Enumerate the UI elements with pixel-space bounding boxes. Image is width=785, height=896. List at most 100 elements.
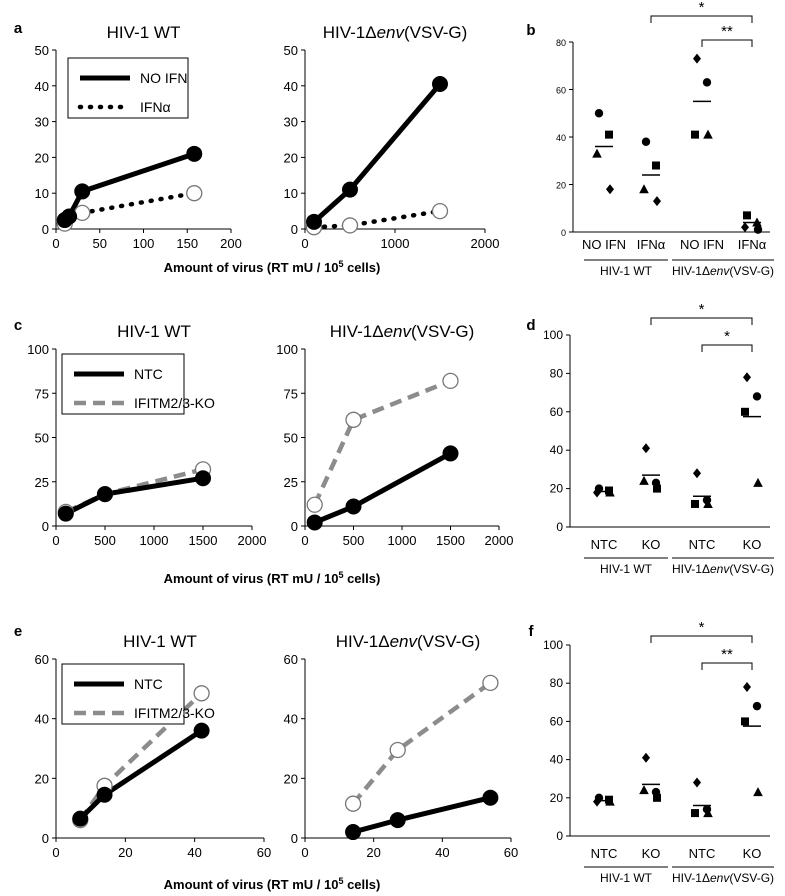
x-tick-label: 1000 (388, 533, 417, 548)
y-tick-label: 20 (284, 771, 298, 786)
data-point (482, 674, 499, 692)
x-tick-label: 500 (343, 533, 365, 548)
y-tick-label: 40 (556, 133, 566, 143)
x-axis-title-part: Amount of virus (RT mU / 10 (164, 571, 339, 586)
data-point-circle (702, 78, 712, 87)
category-label: KO (743, 846, 762, 861)
data-point-diamond (743, 372, 751, 383)
data-point-diamond (741, 222, 749, 233)
y-tick-label: 20 (556, 181, 566, 191)
y-tick-label: 100 (543, 328, 563, 342)
title-part: HIV-1Δ (336, 632, 390, 651)
data-point (442, 372, 459, 390)
title-part: env (390, 632, 419, 651)
data-point-diamond (653, 196, 661, 207)
y-tick-label: 40 (35, 79, 49, 94)
x-tick-label: 1500 (189, 533, 218, 548)
panel-letter: f (529, 623, 535, 640)
data-point (431, 202, 449, 220)
y-tick-label: 60 (284, 652, 298, 667)
data-point (345, 411, 362, 428)
x-axis-title: Amount of virus (RT mU / 105 cells) (164, 259, 381, 275)
chart-title: HIV-1Δenv(VSV-G) (330, 322, 475, 341)
group-label-part: env (710, 871, 730, 885)
data-point (57, 505, 74, 522)
series-line-NTC (352, 795, 491, 835)
chart-title: HIV-1Δenv(VSV-G) (336, 632, 481, 651)
data-point (186, 145, 203, 162)
y-tick-label: 20 (550, 791, 564, 805)
significance-label: ** (721, 646, 733, 663)
significance-label: * (724, 328, 730, 345)
x-tick-label: 100 (133, 236, 155, 251)
data-point-circle (752, 392, 762, 401)
data-point-triangle (592, 148, 602, 158)
data-point (74, 183, 91, 200)
significance-bracket (701, 39, 753, 47)
legend-label: NTC (134, 366, 163, 382)
panel-letter: a (14, 20, 23, 37)
data-point-circle (641, 137, 651, 146)
group-label-part: (VSV-G) (729, 871, 774, 885)
x-axis-title-part: cells) (343, 571, 380, 586)
data-point-diamond (593, 487, 601, 498)
y-tick-label: 40 (35, 712, 49, 727)
x-axis-title-part: Amount of virus (RT mU / 10 (164, 877, 339, 892)
data-point-triangle (703, 129, 713, 139)
y-tick-label: 0 (291, 519, 298, 534)
data-point (195, 470, 211, 487)
data-point (306, 514, 323, 531)
panel-letter: c (14, 317, 22, 334)
data-point (344, 795, 362, 812)
series-line-IFNα (311, 208, 443, 230)
y-tick-label: 60 (556, 86, 566, 96)
series-line-IFITM2/3-KO (351, 681, 492, 806)
data-point-square (605, 130, 613, 139)
chart-title: HIV-1 WT (107, 23, 181, 42)
y-tick-label: 0 (42, 831, 49, 846)
significance-label: * (699, 619, 705, 636)
x-tick-label: 0 (301, 845, 308, 860)
data-point-square (653, 793, 661, 802)
y-tick-label: 20 (35, 771, 49, 786)
x-axis-title-part: 5 (338, 259, 343, 269)
data-point-triangle (703, 498, 713, 508)
category-label: NO IFN (680, 237, 724, 252)
group-label-part: HIV-1Δ (672, 562, 710, 576)
data-point-diamond (743, 682, 751, 693)
significance-bracket (650, 317, 753, 325)
x-tick-label: 0 (301, 533, 308, 548)
data-point-square (653, 484, 661, 493)
data-point-square (743, 211, 751, 220)
series-line-NTC (78, 728, 203, 821)
data-point (432, 76, 448, 93)
y-tick-label: 0 (291, 222, 298, 237)
data-point-diamond (606, 184, 614, 195)
data-point-square (652, 161, 660, 170)
significance-bracket (650, 15, 753, 23)
significance-label: * (699, 301, 705, 318)
x-axis-title-part: Amount of virus (RT mU / 10 (164, 260, 339, 275)
data-point (482, 789, 499, 806)
x-tick-label: 60 (257, 845, 271, 860)
y-tick-label: 0 (42, 222, 49, 237)
group-label-part: (VSV-G) (729, 562, 774, 576)
title-part: (VSV-G) (411, 322, 474, 341)
category-label: NTC (591, 537, 618, 552)
y-tick-label: 75 (35, 386, 49, 401)
x-tick-label: 0 (301, 236, 308, 251)
data-point (306, 213, 322, 230)
data-point-square (741, 407, 749, 416)
series-line-IFITM2/3-KO (312, 378, 452, 506)
x-tick-label: 0 (52, 533, 59, 548)
legend-label: IFITM2/3-KO (134, 395, 215, 411)
group-label: HIV-1Δenv(VSV-G) (672, 562, 774, 576)
chart-title: HIV-1 WT (123, 632, 197, 651)
y-tick-label: 40 (550, 753, 564, 767)
y-tick-label: 75 (284, 386, 298, 401)
data-point (389, 812, 406, 829)
data-point-diamond (593, 796, 601, 807)
data-point (97, 486, 113, 503)
y-tick-label: 50 (35, 431, 49, 446)
y-tick-label: 30 (35, 115, 49, 130)
